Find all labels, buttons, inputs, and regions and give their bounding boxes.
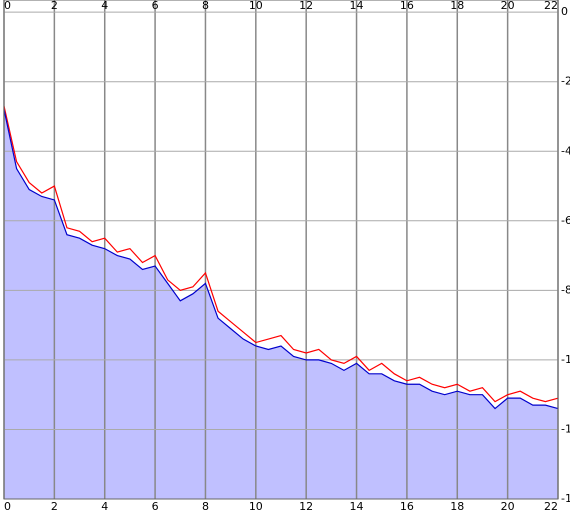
- spectrum-line: [3, 105, 559, 403]
- x-tick-label-top: 16: [400, 0, 414, 12]
- x-tick-label-bottom: 10: [249, 500, 263, 513]
- x-tick-label-top: 10: [249, 0, 263, 12]
- spectrum-area: [4, 109, 558, 499]
- x-tick-label-top: 14: [350, 0, 364, 12]
- y-tick-label: -4: [561, 144, 570, 157]
- x-tick-label-bottom: 18: [450, 500, 464, 513]
- y-tick-label: -1: [561, 353, 570, 366]
- y-tick-label: -1: [561, 422, 570, 435]
- y-tick-label: -2: [561, 75, 570, 88]
- x-tick-label-top: 12: [299, 0, 313, 12]
- y-tick-label: 0: [561, 5, 568, 18]
- x-tick-label-top: 8: [202, 0, 209, 12]
- y-tick-label: -1: [561, 492, 570, 505]
- x-tick-label-top: 0: [4, 0, 11, 12]
- x-tick-label-bottom: 20: [501, 500, 515, 513]
- plot-frame: [3, 0, 559, 500]
- x-tick-label-top: 18: [450, 0, 464, 12]
- x-tick-label-top: 2: [51, 0, 58, 12]
- x-tick-label-bottom: 22: [544, 500, 558, 513]
- x-tick-label-top: 4: [101, 0, 108, 12]
- x-tick-label-bottom: 6: [152, 500, 159, 513]
- x-tick-label-bottom: 14: [350, 500, 364, 513]
- x-tick-label-bottom: 2: [51, 500, 58, 513]
- x-tick-label-bottom: 8: [202, 500, 209, 513]
- x-tick-label-bottom: 16: [400, 500, 414, 513]
- x-tick-label-top: 22: [544, 0, 558, 12]
- spectrum-line: [3, 109, 559, 410]
- x-tick-label-top: 20: [501, 0, 515, 12]
- y-tick-label: -6: [561, 214, 570, 227]
- x-tick-label-top: 6: [152, 0, 159, 12]
- x-tick-label-bottom: 0: [4, 500, 11, 513]
- x-tick-label-bottom: 12: [299, 500, 313, 513]
- x-tick-label-bottom: 4: [101, 500, 108, 513]
- y-tick-label: -8: [561, 283, 570, 296]
